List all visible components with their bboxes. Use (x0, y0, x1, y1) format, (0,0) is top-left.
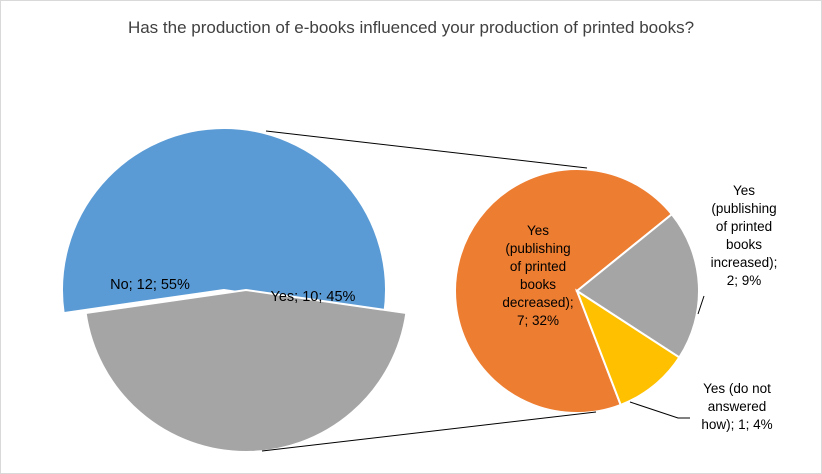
label-line: how); 1; 4% (701, 417, 773, 432)
label-line: 2; 9% (726, 273, 762, 288)
label-line: Yes (do not (703, 381, 771, 396)
slice-yes (84, 288, 408, 453)
label-no: No; 12; 55% (110, 277, 190, 293)
slice-no (61, 127, 387, 315)
connector-bottom (261, 411, 597, 452)
label-line: Yes (732, 183, 756, 198)
label-yes: Yes; 10; 45% (270, 289, 356, 305)
label-line: 7; 32% (516, 313, 560, 328)
slice-yes-increased (575, 212, 700, 359)
label-line: Yes (526, 223, 550, 238)
connector-top (265, 130, 588, 169)
label-line: (publishing (505, 241, 571, 256)
leader-increased (697, 295, 705, 315)
label-yes-decreased: Yes (publishing of printed books decreased);… (478, 222, 598, 330)
label-yes-do-not-answered: Yes (do not answered how); 1; 4% (682, 380, 792, 434)
label-line: increased); (710, 255, 778, 270)
label-yes-increased: Yes (publishing of printed books increased);… (698, 182, 790, 290)
label-line: of printed (509, 259, 567, 274)
slice-yes-decreased (454, 168, 674, 414)
leader-do-not-answered (629, 401, 690, 419)
label-line: answered (707, 399, 767, 414)
label-line: of printed (715, 219, 773, 234)
slice-yes-do-not-answered (574, 288, 681, 407)
chart-title: Has the production of e-books influenced… (127, 18, 695, 37)
label-line: books (725, 237, 763, 252)
label-line: decreased); (502, 295, 574, 310)
label-line: (publishing (711, 201, 777, 216)
label-line: books (519, 277, 557, 292)
